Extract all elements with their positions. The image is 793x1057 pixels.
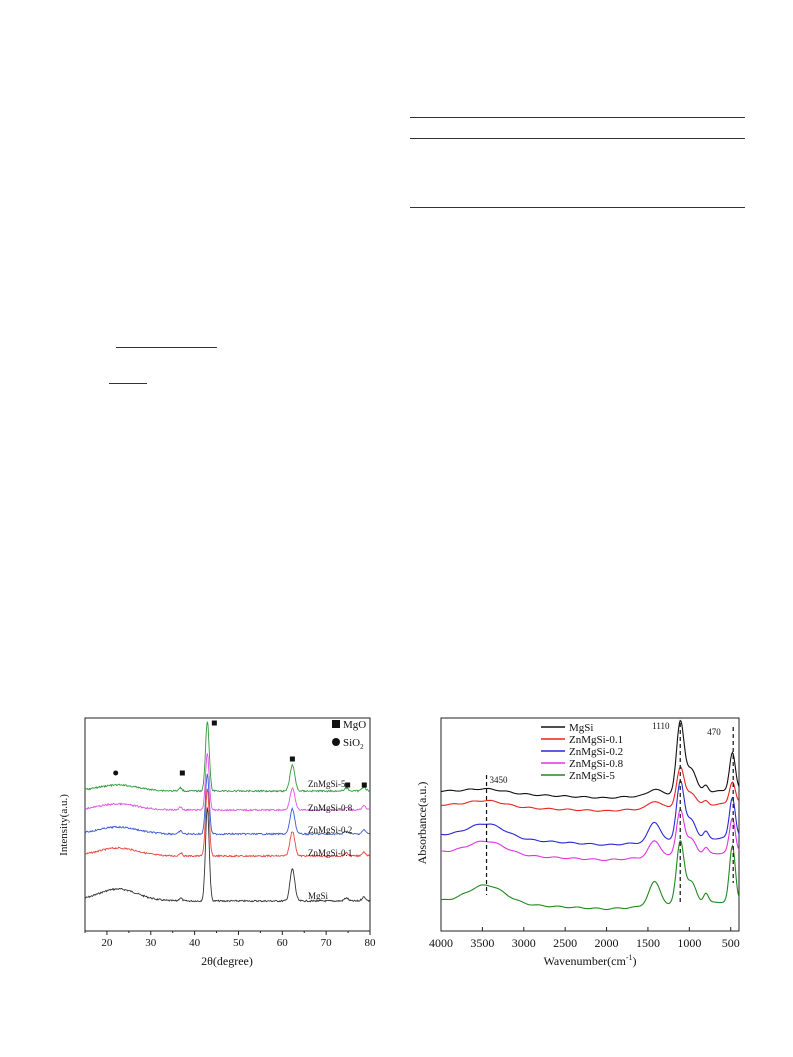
xrd-x-tick-label: 20 — [101, 937, 113, 949]
ftir-peak-label: 3450 — [490, 775, 509, 785]
ftir-x-tick-label: 4000 — [429, 936, 453, 950]
sio2-peak-marker — [113, 770, 119, 776]
ftir-legend: MgSiZnMgSi-0.1ZnMgSi-0.2ZnMgSi-0.8ZnMgSi… — [541, 722, 624, 782]
ftir-series-line — [440, 839, 740, 911]
ftir-series-line — [440, 766, 740, 812]
ftir-plot-frame — [440, 717, 740, 932]
ftir-x-axis-label: Wavenumber(cm-1) — [543, 953, 636, 968]
ftir-x-tick-label: 2500 — [553, 936, 577, 950]
ftir-peak-label: 1110 — [652, 721, 670, 731]
xrd-legend: MgO SiO2 — [332, 719, 366, 751]
xrd-series-label: ZnMgSi-0.1 — [308, 848, 352, 858]
mgo-peak-marker — [361, 782, 367, 788]
ftir-y-axis-label: Absorbance(a.u.) — [415, 782, 429, 865]
table-header-rule — [410, 138, 745, 139]
xrd-x-tick-label: 40 — [189, 937, 201, 949]
xrd-series-label: MgSi — [308, 891, 329, 901]
ftir-series-line — [441, 719, 740, 799]
xrd-x-tick-label: 30 — [145, 937, 157, 949]
xrd-series-line — [84, 807, 371, 903]
ftir-legend-label: MgSi — [569, 722, 593, 734]
ftir-x-tick-label: 1500 — [636, 936, 660, 950]
xrd-series-label: ZnMgSi-0.8 — [308, 803, 353, 813]
ftir-legend-label: ZnMgSi-5 — [569, 770, 615, 782]
xrd-series-line — [84, 773, 371, 836]
mgo-peak-marker — [211, 720, 217, 726]
xrd-chart: MgSi ZnMgSi-0.1 ZnMgSi-0.2 ZnMgSi-0.8 ZnMgSi… — [58, 717, 377, 968]
table-bottom-rule — [410, 207, 745, 208]
xrd-x-tick-label: 60 — [277, 937, 289, 949]
xrd-x-axis-label: 2θ(degree) — [201, 954, 253, 968]
fraction-rule-short — [109, 383, 147, 384]
ftir-series-line — [440, 780, 740, 846]
mgo-peak-marker — [289, 756, 295, 762]
legend-label-sio2: SiO2 — [343, 737, 364, 751]
mgo-peak-marker — [179, 770, 185, 776]
fraction-rule — [116, 347, 217, 348]
legend-circle-icon — [332, 738, 340, 746]
ftir-x-tick-label: 500 — [722, 936, 740, 950]
ftir-x-tick-label: 1000 — [677, 936, 701, 950]
xrd-series-label: ZnMgSi-5 — [308, 779, 346, 789]
xrd-series-line — [84, 753, 370, 812]
ftir-legend-label: ZnMgSi-0.8 — [569, 758, 624, 770]
xrd-y-axis-label: Intensity(a.u.) — [58, 794, 70, 856]
xrd-x-tick-label: 70 — [321, 937, 333, 949]
xrd-series-line — [84, 721, 371, 793]
xrd-x-tick-label: 50 — [233, 937, 245, 949]
legend-label-mgo: MgO — [343, 719, 366, 731]
ftir-x-tick-label: 3000 — [512, 936, 536, 950]
legend-square-icon — [332, 720, 340, 728]
ftir-x-tick-label: 2000 — [595, 936, 619, 950]
ftir-series-line — [441, 808, 740, 862]
ftir-chart: 3450 1110 470 4000 3500 3000 2500 2000 1500 1000… — [415, 717, 740, 968]
xrd-series-label: ZnMgSi-0.2 — [308, 825, 352, 835]
xrd-plot-frame — [84, 717, 371, 932]
ftir-legend-label: ZnMgSi-0.2 — [569, 746, 623, 758]
mgo-peak-marker — [345, 782, 351, 788]
xrd-series-line — [84, 788, 371, 858]
ftir-x-tick-label: 3500 — [470, 936, 494, 950]
xrd-x-tick-label: 80 — [365, 937, 377, 949]
table-top-rule — [410, 117, 745, 118]
ftir-legend-label: ZnMgSi-0.1 — [569, 734, 623, 746]
ftir-peak-label: 470 — [707, 727, 721, 737]
